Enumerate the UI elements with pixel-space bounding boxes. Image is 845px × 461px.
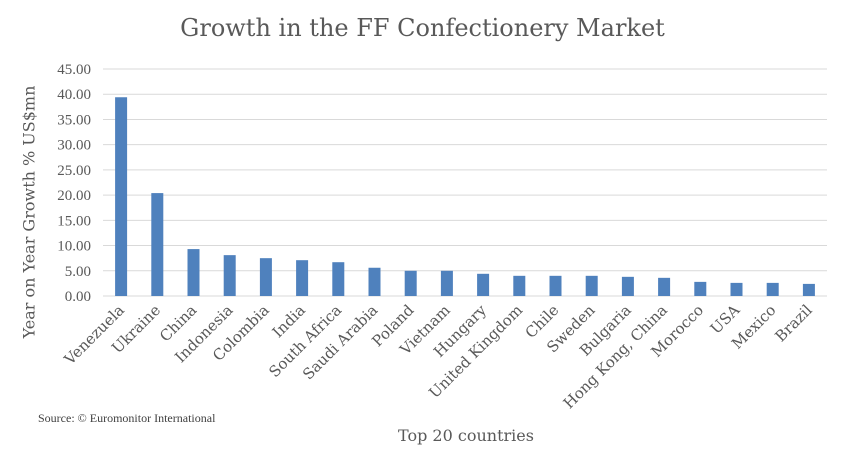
- y-tick-label: 40.00: [57, 87, 91, 103]
- bar: [404, 270, 417, 296]
- bar: [115, 97, 128, 296]
- bar: [621, 276, 634, 296]
- bar: [513, 275, 526, 296]
- bar: [332, 262, 345, 296]
- y-tick-label: 30.00: [57, 138, 91, 154]
- source-note: Source: © Euromonitor International: [38, 411, 216, 425]
- bar: [766, 282, 779, 296]
- y-tick-label: 35.00: [57, 112, 91, 128]
- y-tick-label: 15.00: [57, 213, 91, 229]
- y-tick-label: 0.00: [65, 289, 91, 305]
- x-axis-label: Top 20 countries: [398, 426, 534, 445]
- y-tick-label: 45.00: [57, 62, 91, 78]
- bar: [658, 277, 671, 296]
- y-tick-label: 5.00: [65, 264, 91, 280]
- bar: [585, 275, 598, 296]
- bar: [151, 193, 164, 296]
- bar: [187, 249, 200, 296]
- bar: [694, 281, 707, 296]
- bar: [259, 258, 272, 296]
- y-tick-label: 25.00: [57, 163, 91, 179]
- bar: [296, 260, 309, 296]
- y-tick-label: 20.00: [57, 188, 91, 204]
- bar: [802, 283, 815, 296]
- chart-title: Growth in the FF Confectionery Market: [180, 14, 665, 42]
- bar: [223, 255, 236, 296]
- bar: [477, 273, 490, 296]
- bar: [440, 270, 453, 296]
- x-tick-label: Brazil: [771, 301, 815, 345]
- y-tick-label: 10.00: [57, 239, 91, 255]
- bar: [368, 267, 381, 296]
- bar: [549, 275, 562, 296]
- bar: [730, 282, 743, 296]
